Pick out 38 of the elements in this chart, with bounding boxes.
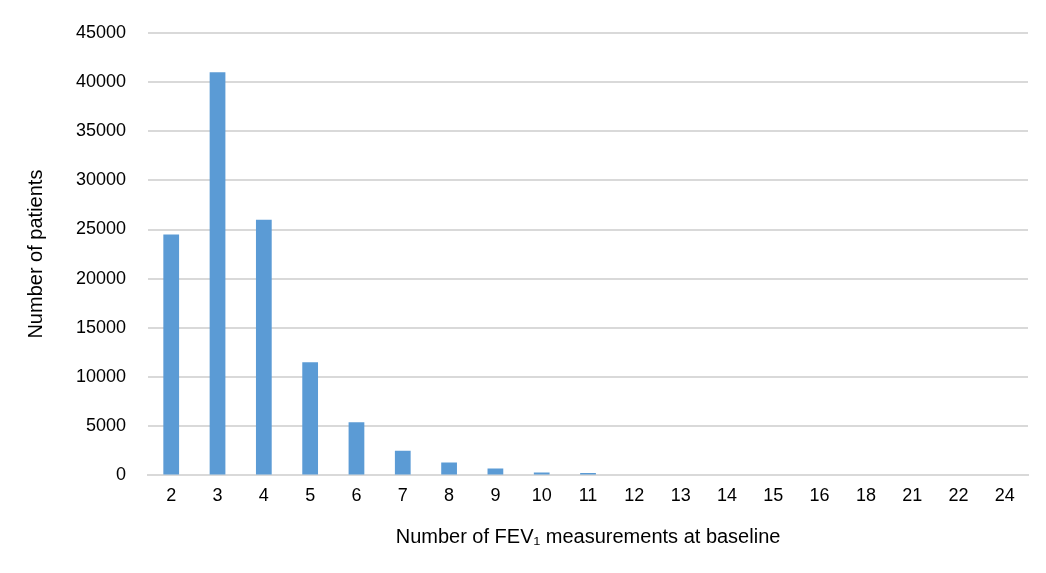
x-axis-title: Number of FEV₁ measurements at baseline xyxy=(395,524,781,547)
x-tick-label: 7 xyxy=(397,485,408,506)
y-tick-label: 35000 xyxy=(75,120,127,141)
x-tick-label: 10 xyxy=(531,485,552,506)
x-tick-label: 14 xyxy=(716,485,737,506)
y-tick-label: 40000 xyxy=(75,70,127,91)
bar xyxy=(302,362,319,475)
y-tick-label: 5000 xyxy=(86,415,127,436)
bar xyxy=(255,219,272,475)
x-tick-label: 22 xyxy=(948,485,969,506)
bar xyxy=(348,422,365,475)
y-tick-label: 30000 xyxy=(75,169,127,190)
y-tick-label: 0 xyxy=(116,464,127,485)
x-tick-label: 11 xyxy=(578,485,598,506)
y-tick-label: 10000 xyxy=(75,366,127,387)
x-tick-label: 12 xyxy=(624,485,645,506)
x-tick-label: 2 xyxy=(166,485,177,506)
x-tick-label: 5 xyxy=(305,485,316,506)
y-tick-label: 20000 xyxy=(75,267,127,288)
y-axis-title: Number of patients xyxy=(23,169,46,339)
x-tick-label: 16 xyxy=(809,485,830,506)
y-tick-label: 45000 xyxy=(75,21,127,42)
bar xyxy=(394,450,411,475)
x-tick-label: 18 xyxy=(855,485,876,506)
x-tick-label: 8 xyxy=(444,485,455,506)
x-tick-label: 24 xyxy=(994,485,1015,506)
x-tick-label: 13 xyxy=(670,485,691,506)
bar xyxy=(209,72,226,475)
y-tick-label: 25000 xyxy=(75,218,127,239)
x-tick-label: 9 xyxy=(490,485,501,506)
bar xyxy=(163,234,180,475)
x-tick-label: 3 xyxy=(212,485,223,506)
x-tick-label: 15 xyxy=(763,485,784,506)
bar xyxy=(441,462,457,475)
x-tick-label: 6 xyxy=(351,485,362,506)
x-tick-label: 4 xyxy=(258,485,269,506)
y-tick-label: 15000 xyxy=(75,316,127,337)
x-tick-label: 21 xyxy=(902,485,923,506)
